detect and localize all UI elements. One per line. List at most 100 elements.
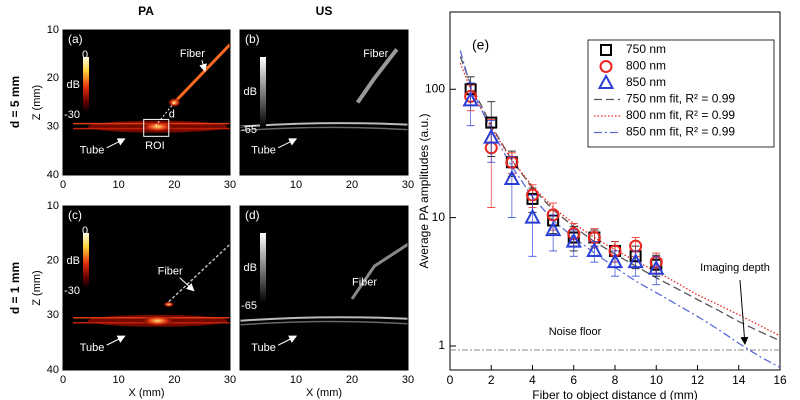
marker <box>483 128 500 144</box>
colorbar <box>83 57 89 112</box>
plot-area <box>459 50 780 369</box>
z-tick-label: 10 <box>47 200 59 212</box>
marker <box>627 253 644 269</box>
imaging-depth-label: Imaging depth <box>700 262 770 274</box>
x-tick-label: 4 <box>529 373 536 387</box>
legend-label: 800 nm fit, R² = 0.99 <box>626 108 735 122</box>
colorbar-tick-label: -30 <box>64 285 80 297</box>
axes-frame <box>239 29 409 176</box>
axes-frame <box>62 205 231 371</box>
tube-arrow <box>277 138 298 149</box>
distance-line <box>154 102 175 127</box>
z-tick-label: 20 <box>47 255 59 267</box>
legend-label: 750 nm fit, R² = 0.99 <box>626 92 735 106</box>
x-tick-label: 8 <box>612 373 619 387</box>
column-title: US <box>316 4 333 18</box>
tube-arrow <box>106 335 126 346</box>
column-title: PA <box>138 4 154 18</box>
x-tick-label: 30 <box>224 374 236 386</box>
colorbar-unit: dB <box>244 262 257 274</box>
colorbar-tick-label: -65 <box>241 300 257 312</box>
tube-echo <box>239 316 409 322</box>
x-tick-label: 20 <box>168 179 180 191</box>
tube-arrow <box>277 335 298 346</box>
z-tick-label: 20 <box>47 72 59 84</box>
x-axis-label: X (mm) <box>128 387 164 399</box>
imaging-depth-arrow <box>739 279 749 345</box>
legend-marker <box>600 44 612 56</box>
tube-label: Tube <box>251 145 276 157</box>
x-tick-label: 16 <box>773 373 787 387</box>
image-background <box>63 30 230 175</box>
colorbar <box>260 233 266 303</box>
legend-marker <box>599 60 613 73</box>
row-label: d = 5 mm <box>8 76 22 128</box>
x-tick-label: 30 <box>402 374 414 386</box>
fiber-signal <box>173 43 232 104</box>
tube-echo <box>239 126 409 132</box>
marker <box>503 169 521 185</box>
fiber-echo <box>355 48 399 104</box>
y-tick-label: 100 <box>425 81 445 95</box>
tube-echo <box>239 122 409 128</box>
noise-floor-label: Noise floor <box>549 326 602 338</box>
x-tick-label: 0 <box>60 374 66 386</box>
fiber-label: Fiber <box>352 276 377 288</box>
x-tick-label: 10 <box>290 179 302 191</box>
roi-box <box>143 118 170 137</box>
axes-frame <box>62 29 231 176</box>
x-tick-label: 20 <box>168 374 180 386</box>
fiber-echo <box>350 243 409 300</box>
x-tick-label: 10 <box>650 373 664 387</box>
x-tick-label: 20 <box>346 374 358 386</box>
z-axis-label: Z (mm) <box>31 85 43 120</box>
colorbar-tick-label: -65 <box>241 124 257 136</box>
fiber-label: Fiber <box>363 48 388 60</box>
colorbar-tick-label: 0 <box>82 49 88 61</box>
x-tick-label: 12 <box>691 373 705 387</box>
legend-label: 800 nm <box>626 59 666 73</box>
panel-label: (e) <box>472 37 489 53</box>
fiber-path <box>168 243 231 303</box>
y-tick-label: 10 <box>432 210 446 224</box>
x-axis-label: X (mm) <box>306 387 342 399</box>
x-tick-label: 14 <box>732 373 746 387</box>
x-tick-label: 10 <box>113 374 125 386</box>
legend-marker <box>597 73 615 89</box>
marker <box>586 241 603 257</box>
row-label: d = 1 mm <box>8 262 22 314</box>
colorbar-unit: dB <box>67 255 80 267</box>
fiber-label: Fiber <box>180 48 205 60</box>
tube-label: Tube <box>251 342 276 354</box>
fiber-label: Fiber <box>158 266 183 278</box>
z-tick-label: 30 <box>47 309 59 321</box>
z-tick-label: 30 <box>47 121 59 133</box>
panel-label: (a) <box>68 32 83 46</box>
z-axis-label: Z (mm) <box>31 270 43 305</box>
marker <box>565 232 582 248</box>
marker <box>648 259 665 275</box>
colorbar-tick-label: 0 <box>82 225 88 237</box>
x-tick-label: 0 <box>60 179 66 191</box>
colorbar-tick-label: -30 <box>64 109 80 121</box>
colorbar <box>260 57 266 127</box>
colorbar-unit: dB <box>244 86 257 98</box>
x-tick-label: 10 <box>290 374 302 386</box>
distance-label: d <box>169 108 175 120</box>
tube-echo <box>239 320 409 326</box>
x-tick-label: 30 <box>402 179 414 191</box>
image-background <box>240 206 408 370</box>
axes-frame <box>239 205 409 371</box>
panel-label: (b) <box>245 32 260 46</box>
panel-label: (c) <box>68 208 82 222</box>
image-background <box>240 30 408 175</box>
marker <box>544 220 562 237</box>
fiber-arrow <box>199 60 207 73</box>
panel-label: (d) <box>245 208 260 222</box>
tube-spot <box>139 314 176 327</box>
marker <box>524 208 541 224</box>
x-tick-label: 0 <box>447 373 454 387</box>
tube-label: Tube <box>80 342 105 354</box>
